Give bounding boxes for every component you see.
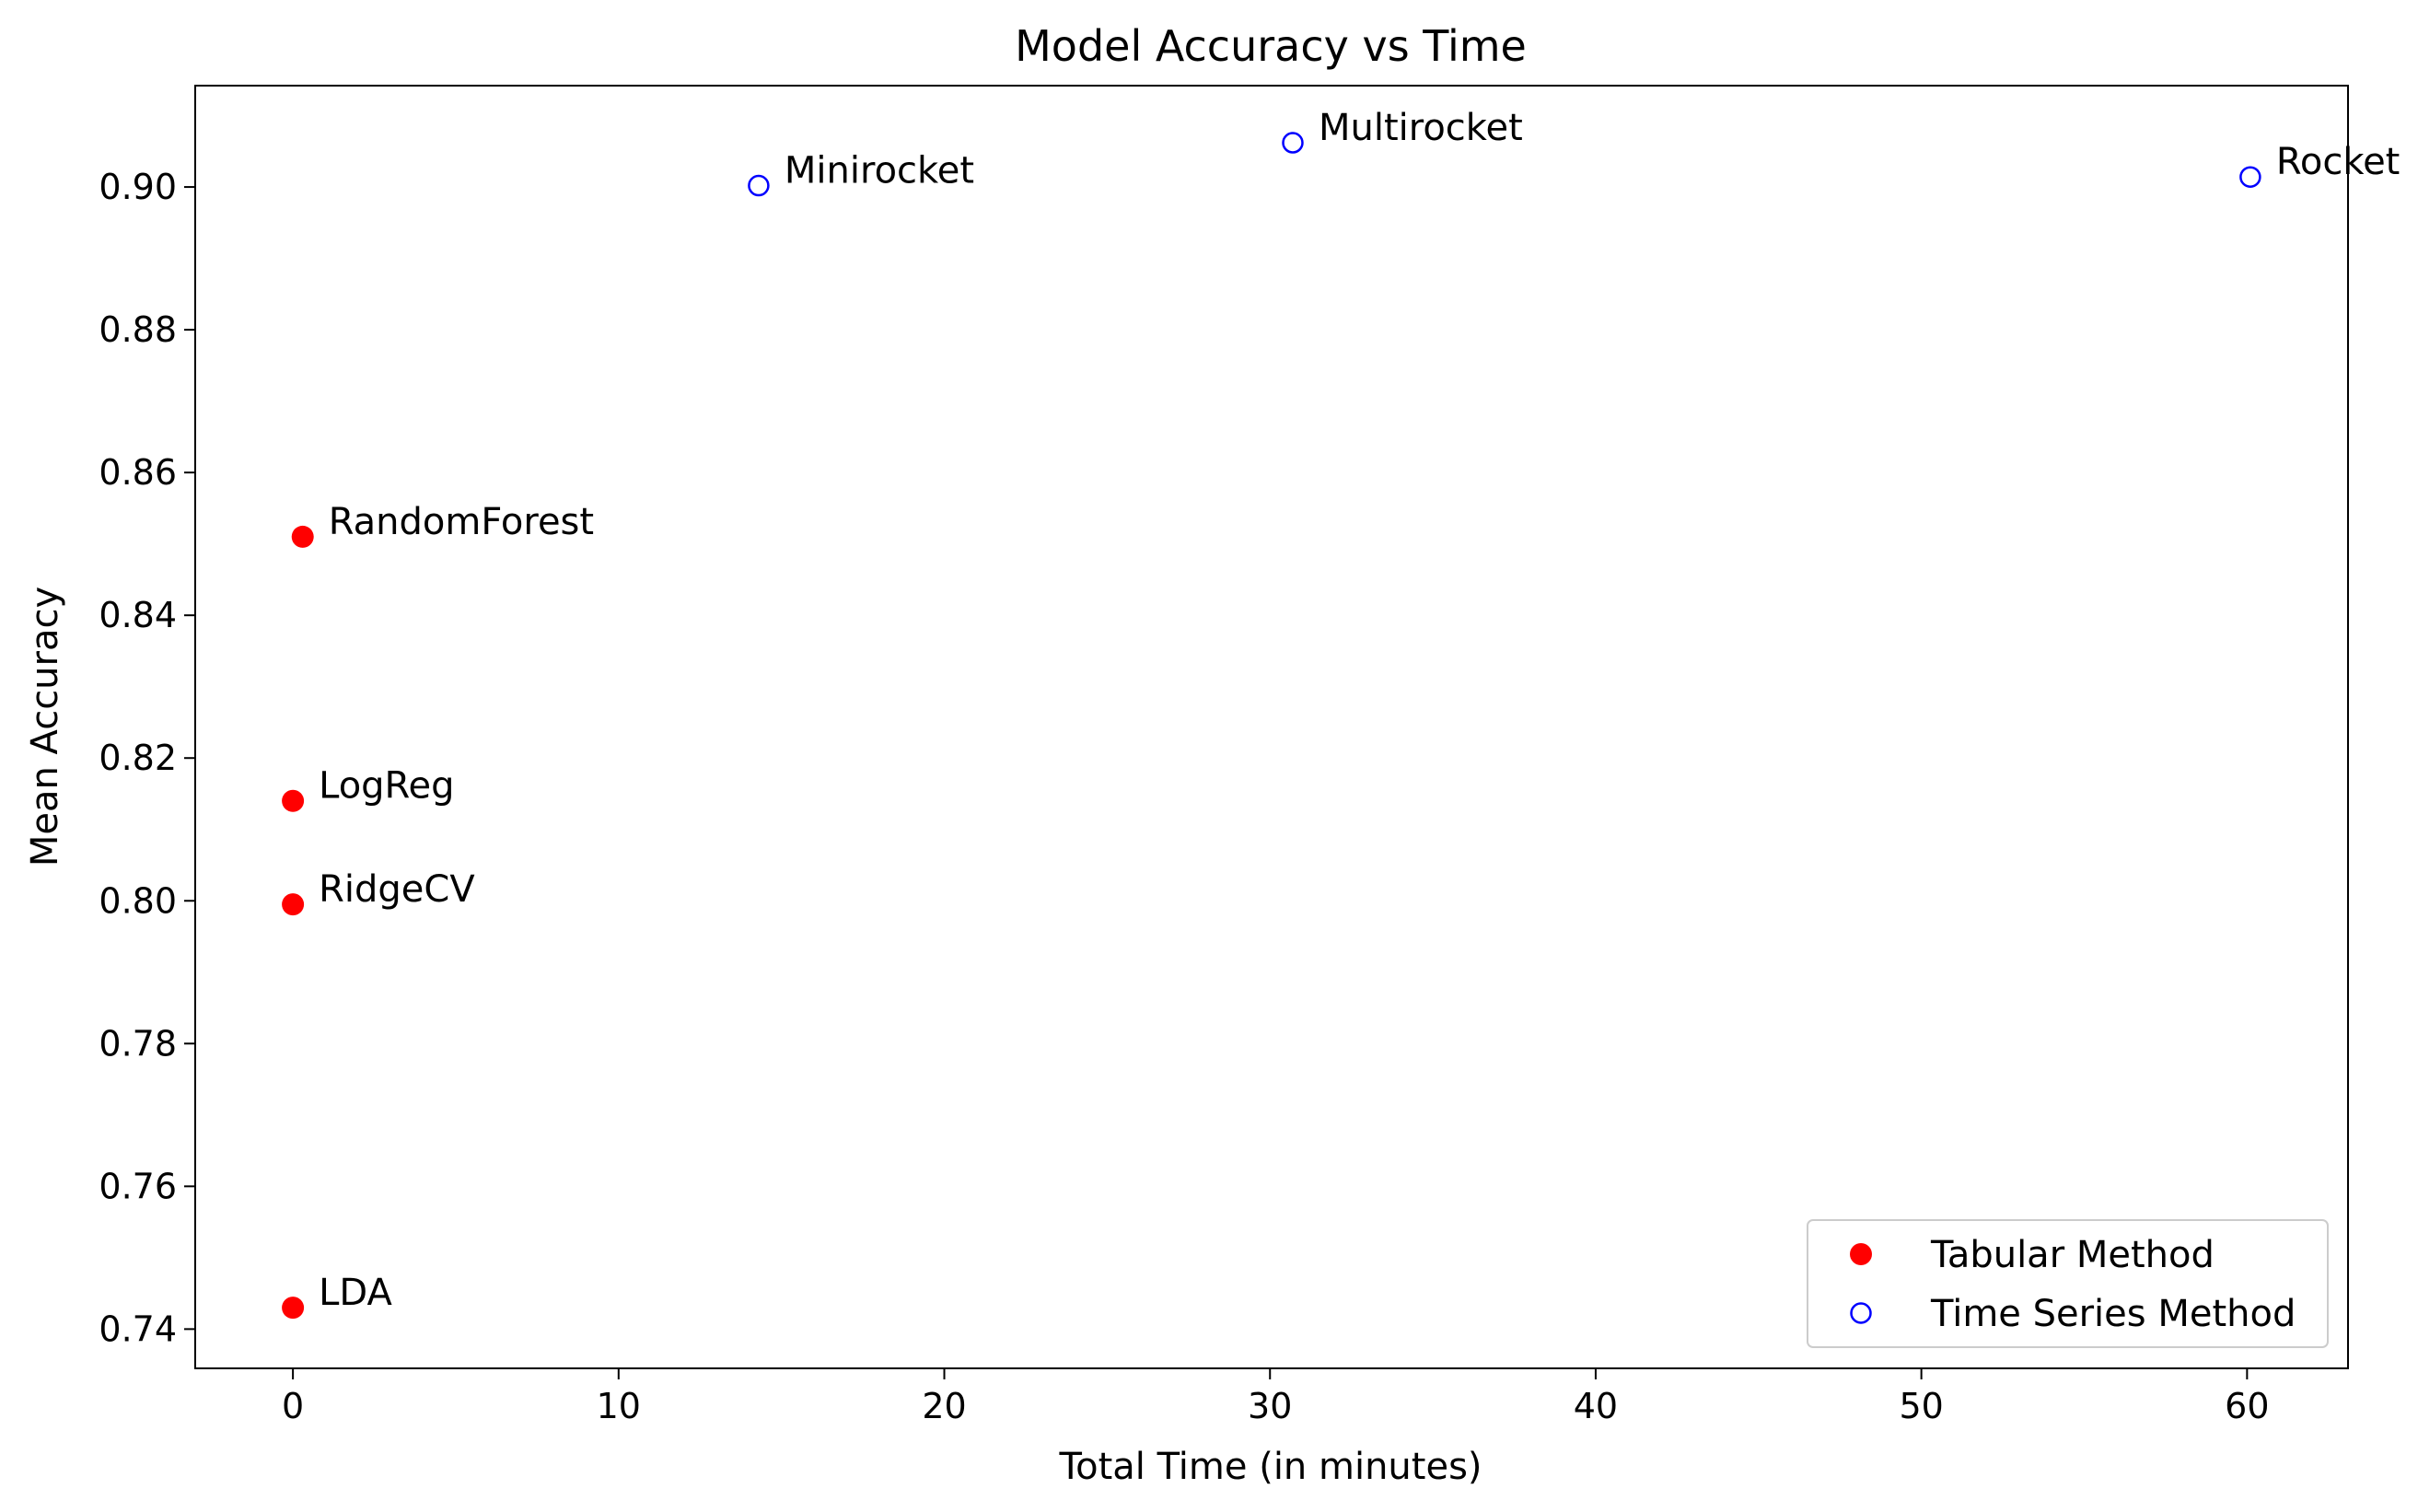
y-tick-label: 0.82 <box>99 738 177 778</box>
x-tick-label: 0 <box>282 1386 304 1426</box>
point-label: LDA <box>319 1272 392 1314</box>
chart-title: Model Accuracy vs Time <box>1015 21 1527 71</box>
y-tick-label: 0.86 <box>99 452 177 493</box>
tabular-point <box>282 789 305 812</box>
legend-label-time-series: Time Series Method <box>1930 1293 2296 1335</box>
y-tick-label: 0.90 <box>99 167 177 207</box>
time-series-point <box>1282 132 1304 154</box>
x-tick-label: 50 <box>1899 1386 1943 1426</box>
x-tick-label: 20 <box>922 1386 966 1426</box>
time-series-point <box>2239 166 2261 188</box>
point-label: Rocket <box>2276 141 2401 183</box>
time-series-point <box>748 174 770 197</box>
x-tick-label: 40 <box>1574 1386 1618 1426</box>
point-label: RandomForest <box>329 501 594 543</box>
legend-box <box>1807 1219 2329 1348</box>
data-points <box>282 132 2261 1320</box>
y-tick-label: 0.84 <box>99 595 177 635</box>
point-label: RidgeCV <box>319 868 475 911</box>
y-axis-label: Mean Accuracy <box>24 587 66 866</box>
plot-area-frame <box>194 85 2349 1369</box>
point-label: Minirocket <box>785 150 974 192</box>
y-tick-label: 0.80 <box>99 880 177 921</box>
x-tick-label: 60 <box>2225 1386 2269 1426</box>
legend: Tabular Method Time Series Method <box>1807 1219 2329 1348</box>
y-axis-ticks: 0.74 0.76 0.78 0.80 0.82 0.84 0.86 0.88 0.90 <box>99 167 195 1349</box>
y-tick-label: 0.78 <box>99 1023 177 1064</box>
data-point-labels: RandomForest LogReg RidgeCV LDA Minirocket Mu… <box>319 107 2400 1314</box>
point-label: Multirocket <box>1319 107 1523 149</box>
tabular-point <box>282 1297 305 1320</box>
y-tick-label: 0.76 <box>99 1166 177 1206</box>
y-tick-label: 0.74 <box>99 1308 177 1349</box>
legend-label-tabular: Tabular Method <box>1930 1234 2215 1276</box>
x-tick-label: 10 <box>597 1386 641 1426</box>
x-tick-label: 30 <box>1248 1386 1292 1426</box>
tabular-point <box>282 893 305 916</box>
legend-marker-time-series <box>1850 1302 1872 1324</box>
x-axis-label: Total Time (in minutes) <box>1058 1446 1482 1488</box>
x-axis-ticks: 0 10 20 30 40 50 60 <box>282 1368 2270 1426</box>
tabular-point <box>291 525 314 548</box>
legend-marker-tabular <box>1850 1243 1872 1265</box>
y-tick-label: 0.88 <box>99 309 177 350</box>
point-label: LogReg <box>319 765 454 808</box>
